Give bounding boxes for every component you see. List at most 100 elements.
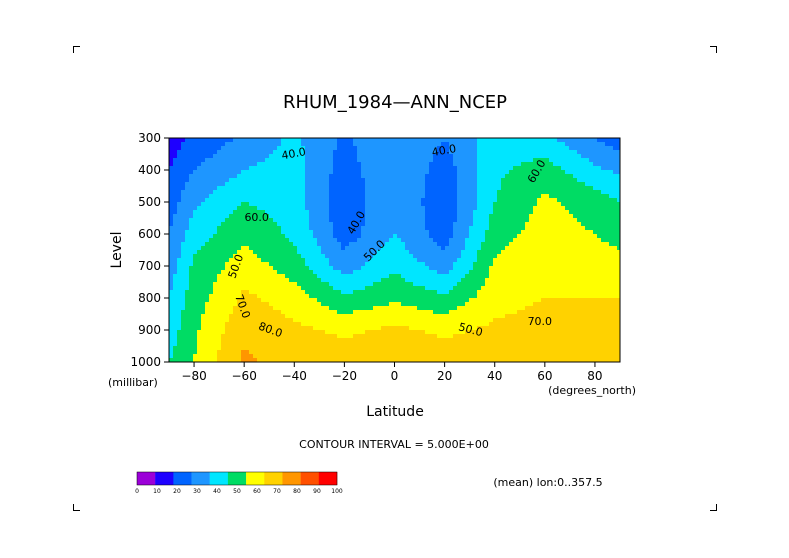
contour-cell (585, 198, 590, 203)
contour-cell (321, 266, 326, 271)
contour-cell (529, 186, 534, 191)
contour-cell (521, 170, 526, 175)
contour-cell (417, 230, 422, 235)
contour-cell (577, 266, 582, 271)
contour-cell (373, 154, 378, 159)
contour-cell (569, 202, 574, 207)
contour-cell (481, 270, 486, 275)
contour-cell (597, 258, 602, 263)
contour-cell (521, 138, 526, 143)
contour-cell (529, 270, 534, 275)
contour-cell (353, 258, 358, 263)
contour-cell (525, 150, 530, 155)
contour-cell (201, 278, 206, 283)
contour-cell (425, 246, 430, 251)
contour-cell (521, 214, 526, 219)
contour-cell (609, 170, 614, 175)
contour-cell (233, 194, 238, 199)
contour-cell (517, 174, 522, 179)
contour-cell (549, 190, 554, 195)
contour-cell (285, 186, 290, 191)
contour-cell (269, 270, 274, 275)
contour-cell (357, 198, 362, 203)
contour-cell (613, 182, 618, 187)
contour-cell (313, 302, 318, 307)
contour-cell (429, 218, 434, 223)
contour-cell (457, 198, 462, 203)
contour-cell (429, 194, 434, 199)
contour-cell (577, 186, 582, 191)
contour-cell (489, 226, 494, 231)
contour-cell (177, 202, 182, 207)
contour-cell (561, 282, 566, 287)
contour-cell (573, 138, 578, 143)
contour-cell (177, 162, 182, 167)
contour-cell (301, 178, 306, 183)
contour-cell (449, 266, 454, 271)
contour-cell (593, 214, 598, 219)
contour-cell (285, 206, 290, 211)
contour-cell (261, 282, 266, 287)
contour-cell (417, 246, 422, 251)
contour-cell (325, 190, 330, 195)
contour-cell (321, 234, 326, 239)
contour-cell (605, 146, 610, 151)
contour-cell (249, 202, 254, 207)
contour-cell (473, 194, 478, 199)
contour-cell (269, 198, 274, 203)
contour-cell (337, 270, 342, 275)
contour-cell (529, 214, 534, 219)
contour-cell (493, 166, 498, 171)
contour-cell (609, 182, 614, 187)
contour-cell (257, 234, 262, 239)
contour-cell (293, 174, 298, 179)
contour-cell (529, 298, 534, 303)
contour-cell (517, 234, 522, 239)
contour-cell (525, 202, 530, 207)
contour-cell (581, 286, 586, 291)
contour-cell (529, 170, 534, 175)
contour-cell (293, 226, 298, 231)
contour-cell (413, 174, 418, 179)
contour-cell (445, 158, 450, 163)
contour-cell (417, 166, 422, 171)
contour-cell (173, 182, 178, 187)
contour-cell (265, 246, 270, 251)
contour-cell (537, 210, 542, 215)
contour-cell (197, 242, 202, 247)
contour-cell (225, 270, 230, 275)
contour-cell (549, 174, 554, 179)
contour-cell (213, 238, 218, 243)
contour-cell (197, 150, 202, 155)
contour-cell (497, 142, 502, 147)
contour-cell (577, 222, 582, 227)
contour-cell (317, 258, 322, 263)
contour-cell (377, 146, 382, 151)
contour-cell (457, 210, 462, 215)
contour-cell (337, 190, 342, 195)
contour-cell (525, 258, 530, 263)
contour-cell (517, 190, 522, 195)
contour-cell (357, 274, 362, 279)
contour-cell (481, 262, 486, 267)
contour-cell (289, 266, 294, 271)
contour-cell (513, 282, 518, 287)
contour-cell (249, 206, 254, 211)
contour-cell (429, 294, 434, 299)
contour-cell (237, 270, 242, 275)
contour-cell (613, 282, 618, 287)
contour-cell (345, 254, 350, 259)
contour-cell (193, 282, 198, 287)
contour-cell (233, 286, 238, 291)
contour-cell (569, 170, 574, 175)
contour-cell (433, 278, 438, 283)
contour-cell (249, 282, 254, 287)
contour-cell (477, 178, 482, 183)
contour-cell (541, 194, 546, 199)
contour-cell (389, 266, 394, 271)
contour-cell (249, 294, 254, 299)
contour-cell (561, 186, 566, 191)
contour-cell (465, 306, 470, 311)
contour-cell (233, 310, 238, 315)
contour-cell (549, 186, 554, 191)
